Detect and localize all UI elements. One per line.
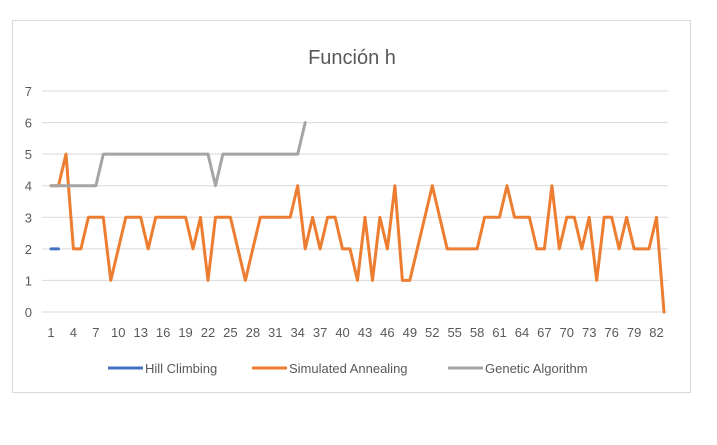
y-tick-label: 0 [25, 305, 32, 320]
x-tick-label: 79 [627, 325, 641, 340]
x-axis-ticks: 1 4 7 10 13 16 19 22 25 28 31 34 37 40 43 46 49 52 55 58 61 6… [47, 325, 663, 340]
y-axis-ticks: 0 1 2 3 4 5 6 7 [25, 84, 32, 320]
chart-frame [12, 20, 691, 393]
x-tick-label: 40 [335, 325, 349, 340]
x-tick-label: 10 [111, 325, 125, 340]
y-tick-label: 1 [25, 273, 32, 288]
chart-title: Función h [308, 47, 396, 69]
x-tick-label: 70 [560, 325, 574, 340]
x-tick-label: 82 [649, 325, 663, 340]
x-tick-label: 49 [403, 325, 417, 340]
y-tick-label: 3 [25, 210, 32, 225]
x-tick-label: 16 [156, 325, 170, 340]
x-tick-label: 73 [582, 325, 596, 340]
x-tick-label: 43 [358, 325, 372, 340]
x-tick-label: 19 [178, 325, 192, 340]
y-tick-label: 2 [25, 242, 32, 257]
x-tick-label: 13 [133, 325, 147, 340]
x-tick-label: 25 [223, 325, 237, 340]
y-tick-label: 6 [25, 116, 32, 131]
x-tick-label: 4 [70, 325, 77, 340]
x-tick-label: 46 [380, 325, 394, 340]
x-tick-label: 37 [313, 325, 327, 340]
x-tick-label: 58 [470, 325, 484, 340]
x-tick-label: 52 [425, 325, 439, 340]
x-tick-label: 76 [604, 325, 618, 340]
x-tick-label: 31 [268, 325, 282, 340]
x-tick-label: 1 [47, 325, 54, 340]
x-tick-label: 34 [290, 325, 304, 340]
gridlines [42, 90, 668, 313]
x-tick-label: 61 [492, 325, 506, 340]
x-tick-label: 7 [92, 325, 99, 340]
x-tick-label: 28 [246, 325, 260, 340]
series-lines [49, 121, 666, 314]
legend: Hill Climbing Simulated Annealing Genetic … [108, 361, 588, 376]
x-tick-label: 55 [447, 325, 461, 340]
legend-label: Genetic Algorithm [485, 361, 588, 376]
x-tick-label: 22 [201, 325, 215, 340]
series-line-simulated-annealing [49, 152, 666, 314]
y-tick-label: 5 [25, 147, 32, 162]
legend-label: Hill Climbing [145, 361, 217, 376]
y-tick-label: 4 [25, 179, 32, 194]
series-line-genetic-algorithm [49, 121, 307, 188]
x-tick-label: 64 [515, 325, 529, 340]
y-tick-label: 7 [25, 84, 32, 99]
x-tick-label: 67 [537, 325, 551, 340]
legend-label: Simulated Annealing [289, 361, 408, 376]
